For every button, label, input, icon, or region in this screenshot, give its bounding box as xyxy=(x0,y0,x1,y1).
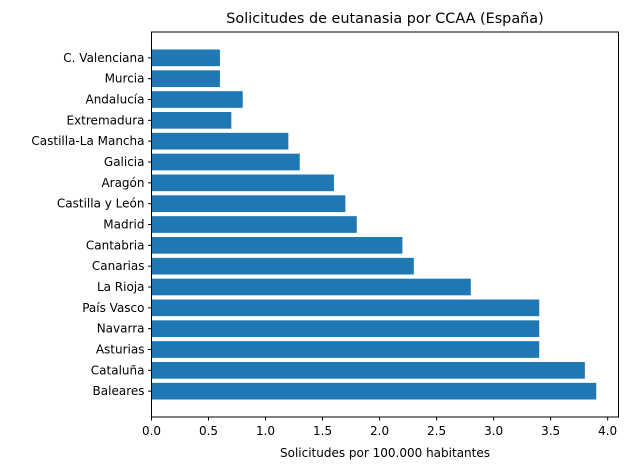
x-tick-label: 4.0 xyxy=(598,424,617,438)
y-tick-label: Aragón xyxy=(101,176,144,190)
y-tick-label: Asturias xyxy=(96,343,145,357)
y-tick-label: Madrid xyxy=(103,218,144,232)
x-tick-label: 2.0 xyxy=(370,424,389,438)
bar xyxy=(151,153,300,171)
bar xyxy=(151,362,585,379)
bar xyxy=(151,237,403,254)
bar xyxy=(151,195,346,212)
bar xyxy=(151,299,540,317)
x-tick-label: 3.0 xyxy=(484,424,503,438)
y-tick-label: Cataluña xyxy=(91,363,145,377)
y-tick-label: Galicia xyxy=(104,155,145,169)
bar xyxy=(151,216,357,233)
y-tick-label: Castilla y León xyxy=(57,197,145,211)
bar xyxy=(151,257,414,275)
bar xyxy=(151,91,243,108)
bar xyxy=(151,132,289,150)
plot-frame xyxy=(151,31,619,418)
chart-title: Solicitudes de eutanasia por CCAA (Españ… xyxy=(226,11,543,27)
y-tick-label: País Vasco xyxy=(82,301,144,315)
x-tick-label: 0.0 xyxy=(142,424,161,438)
y-tick-label: Canarias xyxy=(92,259,145,273)
y-tick-label: Murcia xyxy=(105,72,145,86)
bar xyxy=(151,70,220,87)
y-tick-label: La Rioja xyxy=(97,280,145,294)
bar xyxy=(151,278,471,296)
x-tick-label: 1.5 xyxy=(313,424,332,438)
bar xyxy=(151,341,540,358)
bar xyxy=(151,49,220,67)
bar xyxy=(151,112,232,129)
y-tick-label: Navarra xyxy=(97,322,145,336)
y-tick-label: Andalucía xyxy=(85,93,144,107)
x-tick-label: 1.0 xyxy=(256,424,275,438)
x-tick-label: 3.5 xyxy=(541,424,560,438)
x-tick-label: 2.5 xyxy=(427,424,446,438)
y-tick-label: Baleares xyxy=(93,384,145,398)
bar xyxy=(151,174,334,192)
y-tick-label: Cantabria xyxy=(86,238,145,252)
y-tick-label: Castilla-La Mancha xyxy=(31,134,144,148)
x-tick-label: 0.5 xyxy=(199,424,218,438)
x-axis-label: Solicitudes por 100.000 habitantes xyxy=(280,446,490,460)
bar xyxy=(151,382,597,400)
y-tick-label: Extremadura xyxy=(67,113,145,127)
bar xyxy=(151,320,540,337)
y-tick-label: C. Valenciana xyxy=(63,51,144,65)
